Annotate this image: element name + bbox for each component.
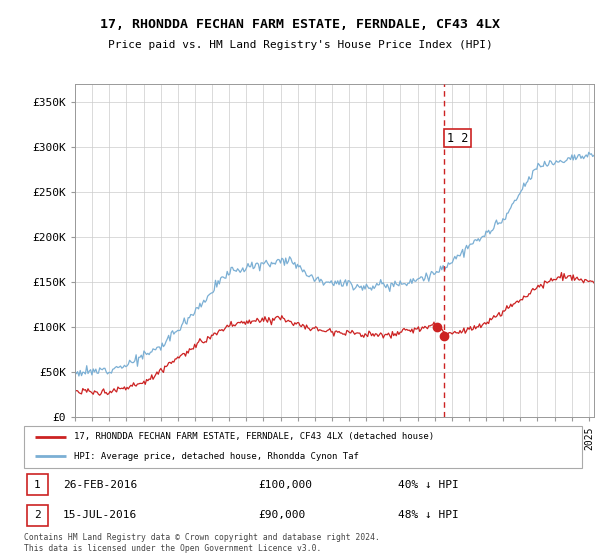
Text: 17, RHONDDA FECHAN FARM ESTATE, FERNDALE, CF43 4LX: 17, RHONDDA FECHAN FARM ESTATE, FERNDALE… bbox=[100, 18, 500, 31]
Text: 1 2: 1 2 bbox=[446, 132, 468, 144]
Text: 17, RHONDDA FECHAN FARM ESTATE, FERNDALE, CF43 4LX (detached house): 17, RHONDDA FECHAN FARM ESTATE, FERNDALE… bbox=[74, 432, 434, 441]
Text: 2: 2 bbox=[34, 510, 41, 520]
Text: 26-FEB-2016: 26-FEB-2016 bbox=[63, 479, 137, 489]
Text: 15-JUL-2016: 15-JUL-2016 bbox=[63, 510, 137, 520]
Text: Contains HM Land Registry data © Crown copyright and database right 2024.
This d: Contains HM Land Registry data © Crown c… bbox=[24, 533, 380, 553]
Text: 1: 1 bbox=[34, 479, 41, 489]
Text: 48% ↓ HPI: 48% ↓ HPI bbox=[398, 510, 458, 520]
Text: 40% ↓ HPI: 40% ↓ HPI bbox=[398, 479, 458, 489]
FancyBboxPatch shape bbox=[27, 505, 48, 526]
Text: Price paid vs. HM Land Registry's House Price Index (HPI): Price paid vs. HM Land Registry's House … bbox=[107, 40, 493, 50]
FancyBboxPatch shape bbox=[27, 474, 48, 495]
Text: £100,000: £100,000 bbox=[259, 479, 313, 489]
Text: £90,000: £90,000 bbox=[259, 510, 305, 520]
Text: HPI: Average price, detached house, Rhondda Cynon Taf: HPI: Average price, detached house, Rhon… bbox=[74, 452, 359, 461]
FancyBboxPatch shape bbox=[24, 426, 582, 468]
